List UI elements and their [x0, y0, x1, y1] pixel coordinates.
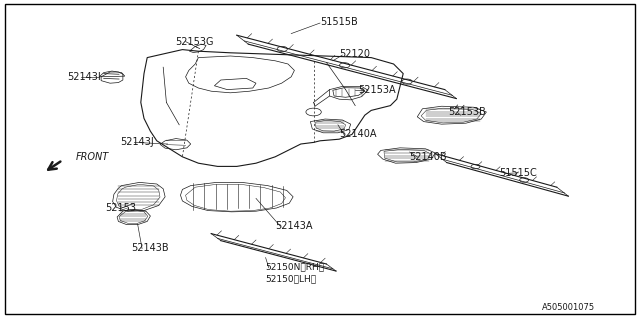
Text: 52143A: 52143A — [275, 220, 313, 231]
Text: 51515B: 51515B — [320, 17, 358, 28]
Text: 52150N〈RH〉: 52150N〈RH〉 — [266, 263, 324, 272]
Text: 52153A: 52153A — [358, 84, 396, 95]
Text: 52120: 52120 — [339, 49, 370, 60]
Text: A505001075: A505001075 — [542, 303, 595, 312]
Text: 52143B: 52143B — [131, 243, 169, 253]
Text: 52150〈LH〉: 52150〈LH〉 — [266, 274, 317, 283]
Text: 51515C: 51515C — [499, 168, 537, 178]
Text: 52143I: 52143I — [67, 72, 101, 82]
Text: 52140B: 52140B — [410, 152, 447, 162]
Text: 52153: 52153 — [106, 203, 136, 213]
Text: FRONT: FRONT — [76, 152, 109, 162]
Text: 52143J: 52143J — [120, 137, 154, 148]
Text: 52153G: 52153G — [175, 36, 213, 47]
Text: 52153B: 52153B — [448, 107, 486, 117]
Text: 52140A: 52140A — [339, 129, 377, 140]
